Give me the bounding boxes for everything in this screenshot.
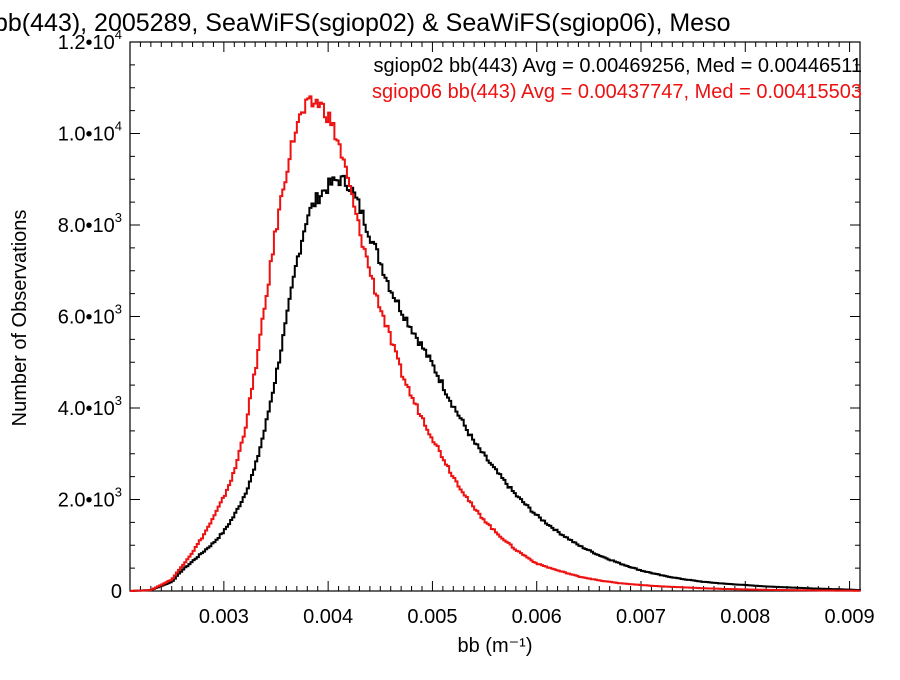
legend-entry-sgiop06: sgiop06 bb(443) Avg = 0.00437747, Med = …	[372, 81, 862, 103]
x-tick-label: 0.003	[199, 606, 249, 628]
y-tick-label: 2.0•103	[58, 485, 122, 512]
y-axis-label: Number of Observations	[9, 210, 31, 427]
x-tick-label: 0.004	[303, 606, 353, 628]
series-group	[130, 95, 861, 592]
y-tick-label: 1.0•104	[58, 119, 122, 146]
plot-frame-border	[129, 41, 861, 592]
x-tick-label: 0.005	[407, 606, 457, 628]
y-tick-label: 6.0•103	[58, 302, 122, 329]
y-tick-label: 0	[111, 581, 122, 603]
x-axis-label: bb (m⁻¹)	[458, 635, 533, 657]
x-tick-label: 0.007	[616, 606, 666, 628]
y-tick-label: 4.0•103	[58, 393, 122, 420]
series-line-0	[130, 174, 861, 592]
x-axis: 0.003 0.004 0.005 0.006 0.007 0.008 0.009	[139, 42, 875, 628]
chart-title: bb(443), 2005289, SeaWiFS(sgiop02) & Sea…	[0, 9, 730, 37]
plot-frame	[129, 41, 861, 592]
y-tick-label: 8.0•103	[58, 210, 122, 237]
x-tick-label: 0.008	[720, 606, 770, 628]
legend: sgiop02 bb(443) Avg = 0.00469256, Med = …	[372, 55, 862, 103]
y-axis: 0 2.0•103 4.0•103 6.0•103 8.0•103 1.0•104 1.2•…	[58, 27, 860, 603]
x-tick-label: 0.006	[512, 606, 562, 628]
series-line-1	[130, 95, 861, 592]
legend-entry-sgiop02: sgiop02 bb(443) Avg = 0.00469256, Med = …	[373, 55, 862, 77]
y-tick-label: 1.2•104	[58, 27, 122, 54]
x-tick-label: 0.009	[825, 606, 875, 628]
